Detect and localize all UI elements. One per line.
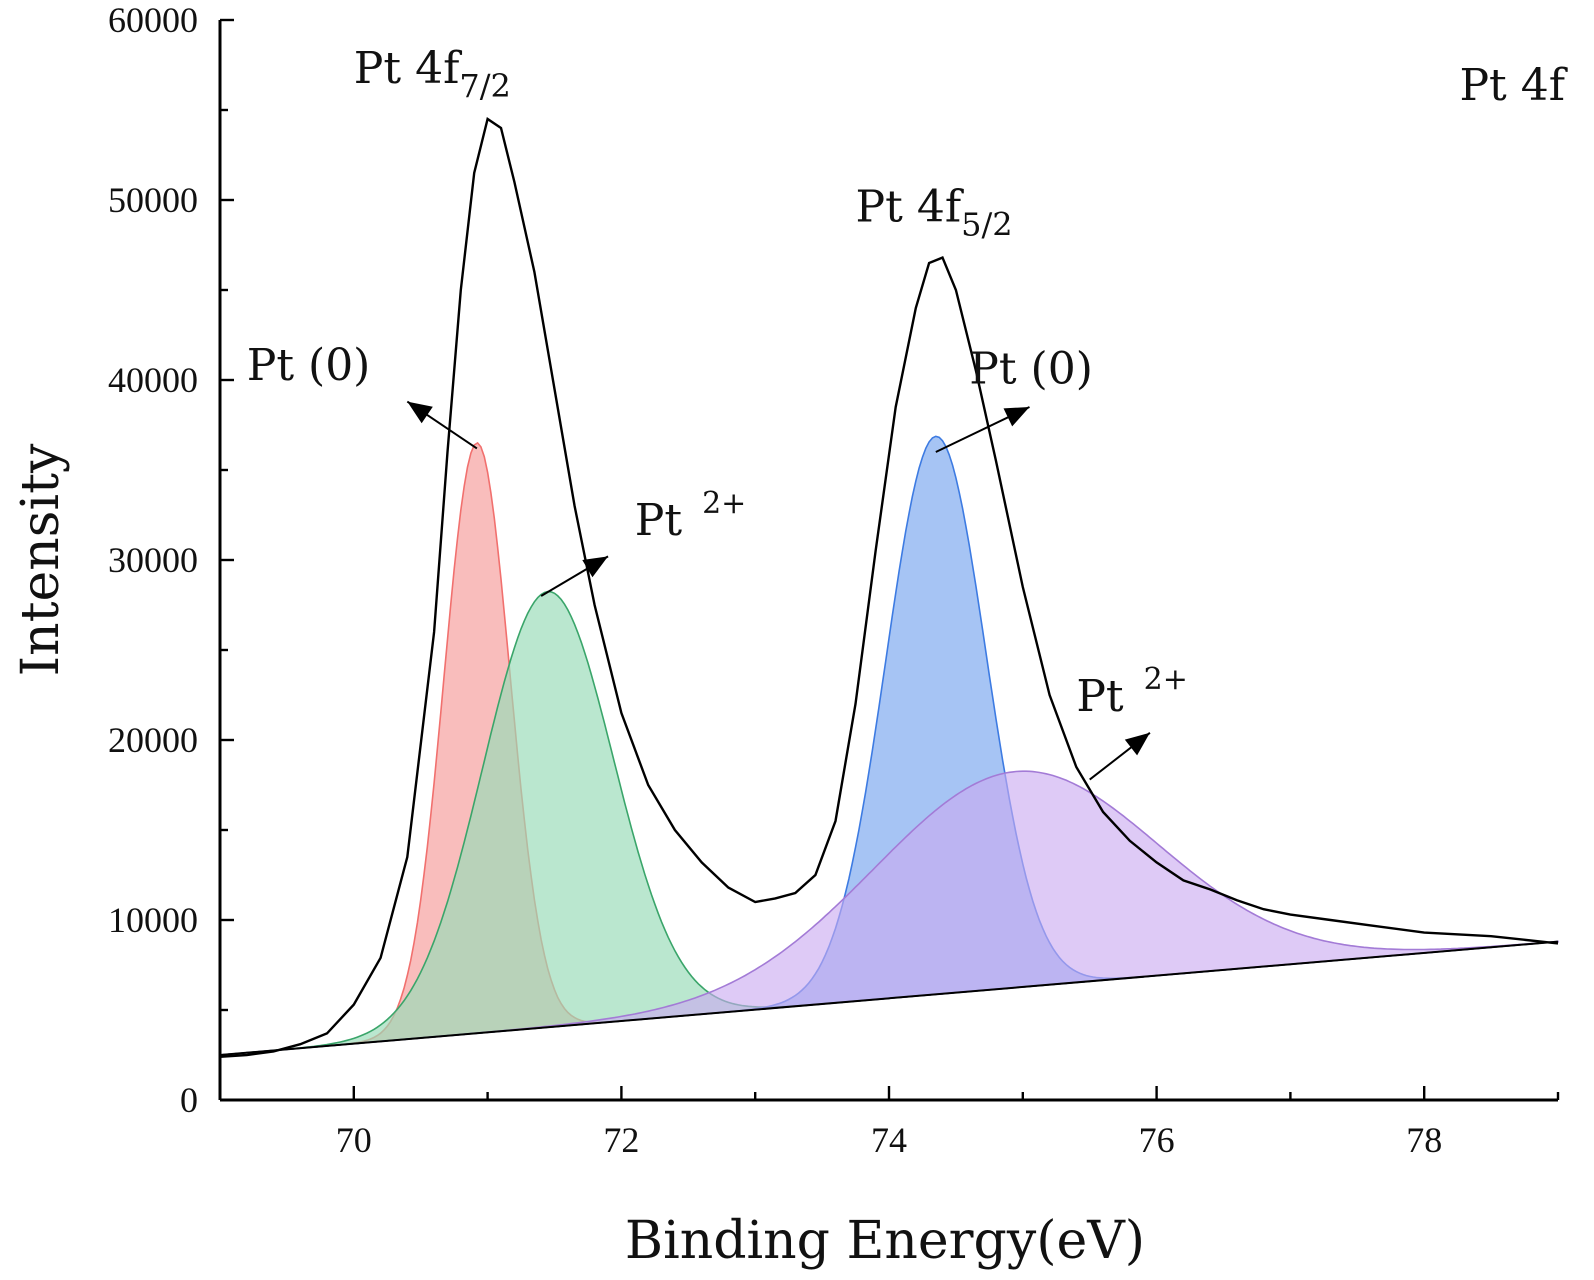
chart-lines [219, 117, 1559, 1058]
annotation-superscript: 2+ [702, 486, 746, 521]
annotation-pt2-right: Pt 2+ [1076, 662, 1188, 722]
x-tick-label: 76 [1139, 1120, 1175, 1160]
y-tick-label: 60000 [108, 0, 198, 40]
annotation-main: Pt 4f [856, 182, 964, 233]
annotation-main: Pt [635, 495, 683, 546]
annotation-subscript: 5/2 [961, 206, 1013, 244]
annotation-main: Pt [1076, 671, 1124, 722]
annotation-pt-4f72: Pt 4f7/2 [354, 43, 511, 105]
annotation-superscript: 2+ [1144, 662, 1188, 697]
annotation-pt-4f52: Pt 4f5/2 [856, 182, 1013, 244]
x-tick-label: 74 [871, 1120, 907, 1160]
annotation-pt0-right: Pt (0) [969, 344, 1093, 395]
annotation-main: Pt 4f [354, 43, 462, 94]
arrow-head [582, 556, 609, 578]
y-tick-label: 40000 [108, 360, 198, 400]
y-tick-label: 50000 [108, 180, 198, 220]
annotation-pt2-left: Pt 2+ [635, 486, 747, 546]
x-axis-title: Binding Energy(eV) [625, 1211, 1145, 1271]
annotation-subscript: 7/2 [459, 67, 511, 105]
x-tick-label: 78 [1406, 1120, 1442, 1160]
annotations: Pt 4f7/2Pt 4f5/2Pt (0)Pt 2+Pt (0)Pt 2+ [247, 43, 1188, 781]
y-tick-label: 10000 [108, 900, 198, 940]
y-tick-label: 0 [180, 1080, 198, 1120]
arrow-head [1124, 732, 1150, 756]
axes: 70 72 74 76 78 0 10000 20000 30000 40000 50000 6000… [108, 0, 1560, 1160]
y-axis-title: Intensity [11, 443, 71, 676]
chart-title: Pt 4f [1459, 60, 1567, 111]
y-tick-label: 20000 [108, 720, 198, 760]
y-tick-label: 30000 [108, 540, 198, 580]
arrow-head [407, 401, 433, 424]
x-tick-label: 70 [336, 1120, 372, 1160]
annotation-pt0-left: Pt (0) [247, 340, 371, 391]
envelope-line [219, 117, 1559, 1058]
arrow-head [1003, 407, 1030, 427]
annotation-main: Pt (0) [969, 344, 1093, 395]
baseline-line [219, 940, 1559, 1056]
x-tick-label: 72 [603, 1120, 639, 1160]
annotation-main: Pt (0) [247, 340, 371, 391]
